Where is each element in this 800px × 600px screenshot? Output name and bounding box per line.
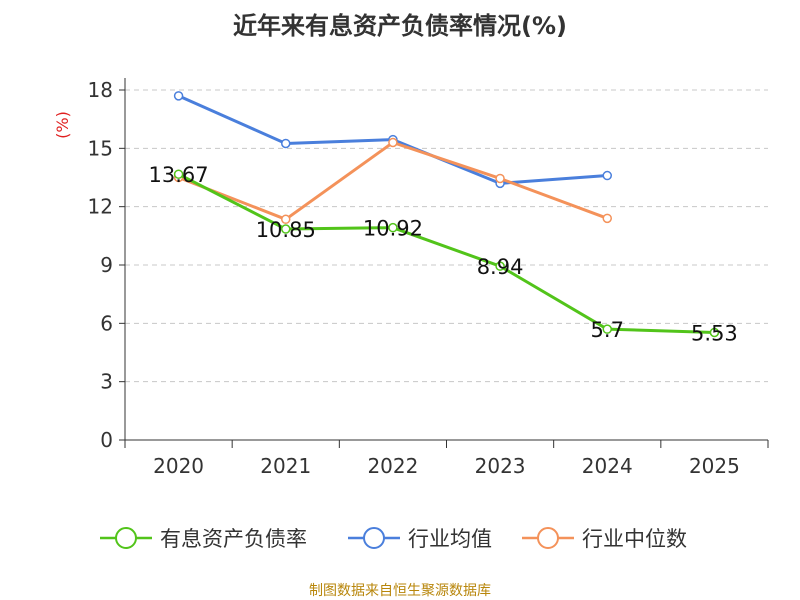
data-label: 13.67 xyxy=(149,163,209,187)
data-point xyxy=(709,327,720,338)
legend-label: 行业均值 xyxy=(408,527,492,551)
series-lines xyxy=(173,91,720,338)
y-tick-label: 18 xyxy=(88,78,113,102)
x-tick-label: 2024 xyxy=(582,454,633,478)
y-tick-label: 0 xyxy=(100,428,113,452)
series-line xyxy=(177,172,715,334)
x-tick-label: 2020 xyxy=(153,454,204,478)
x-tick-label: 2022 xyxy=(367,454,418,478)
legend-marker xyxy=(363,527,385,549)
data-label: 10.85 xyxy=(256,218,316,242)
y-tick-label: 3 xyxy=(100,370,113,394)
legend: 有息资产负债率 行业均值 行业中位数 xyxy=(100,527,687,551)
data-label: 10.92 xyxy=(363,217,423,241)
data-label: 8.94 xyxy=(477,255,524,279)
data-point xyxy=(173,169,184,179)
data-label: 5.7 xyxy=(591,318,624,342)
y-tick-label: 6 xyxy=(100,311,113,335)
grid-lines xyxy=(125,89,768,383)
data-point xyxy=(281,224,291,234)
legend-label: 有息资产负债率 xyxy=(160,527,307,551)
data-point xyxy=(602,213,612,224)
source-note: 制图数据来自恒生聚源数据库 xyxy=(309,583,491,599)
y-axis-label: (%) xyxy=(53,111,72,139)
data-point xyxy=(495,173,505,184)
data-point xyxy=(602,170,612,181)
axes: 0 3 6 9 12 15 18 2020 2021 2022 2023 2024 2025 (%) xyxy=(53,78,769,478)
x-tick-label: 2023 xyxy=(475,454,526,478)
data-point xyxy=(388,137,398,148)
legend-marker xyxy=(115,527,137,549)
y-tick-label: 15 xyxy=(88,136,113,160)
data-labels: 13.67 10.85 10.92 8.94 5.7 5.53 xyxy=(149,163,738,345)
data-point xyxy=(281,138,291,149)
y-tick-label: 12 xyxy=(88,195,113,219)
y-tick-label: 9 xyxy=(100,253,113,277)
chart-title: 近年来有息资产负债率情况(%) xyxy=(233,12,567,40)
legend-label: 行业中位数 xyxy=(582,527,687,551)
data-label: 5.53 xyxy=(691,321,738,345)
data-point xyxy=(281,214,291,225)
data-point xyxy=(173,91,184,101)
data-point xyxy=(388,222,398,233)
x-tick-label: 2025 xyxy=(689,454,740,478)
legend-marker xyxy=(537,527,559,549)
data-point xyxy=(602,324,612,334)
data-point xyxy=(495,261,505,271)
x-tick-label: 2021 xyxy=(260,454,311,478)
